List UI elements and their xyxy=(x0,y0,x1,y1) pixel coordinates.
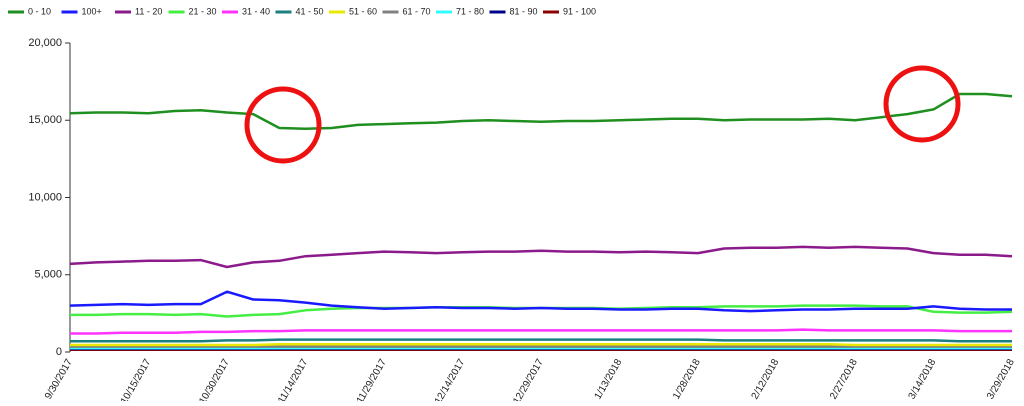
legend-label: 51 - 60 xyxy=(349,6,377,16)
y-tick-label: 5,000 xyxy=(34,269,62,281)
legend-label: 61 - 70 xyxy=(403,6,431,16)
y-tick-label: 20,000 xyxy=(28,37,62,49)
legend-label: 21 - 30 xyxy=(189,6,217,16)
series-line xyxy=(70,328,1012,335)
y-tick-label: 0 xyxy=(56,346,62,358)
legend-label: 91 - 100 xyxy=(563,6,596,16)
series-line xyxy=(70,343,1012,347)
y-tick-label: 10,000 xyxy=(28,191,62,203)
plot xyxy=(69,92,1013,351)
legend-label: 71 - 80 xyxy=(456,6,484,16)
legend-label: 100+ xyxy=(82,6,102,16)
series-line xyxy=(69,92,1013,130)
legend-label: 0 - 10 xyxy=(28,6,51,16)
legend-label: 31 - 40 xyxy=(242,6,270,16)
legend-label: 41 - 50 xyxy=(296,6,324,16)
y-tick-label: 15,000 xyxy=(28,114,62,126)
series-line xyxy=(69,290,1012,313)
legend-label: 11 - 20 xyxy=(135,6,162,16)
series-line xyxy=(69,245,1013,269)
highlight-circle xyxy=(244,86,322,164)
series-line xyxy=(70,338,1012,343)
legend: 0 - 10 100+ 11 - 20 21 - 30 31 - 40 41 - 50 51… xyxy=(8,6,596,16)
highlight-circle xyxy=(883,65,961,143)
legend-label: 81 - 90 xyxy=(510,6,538,16)
